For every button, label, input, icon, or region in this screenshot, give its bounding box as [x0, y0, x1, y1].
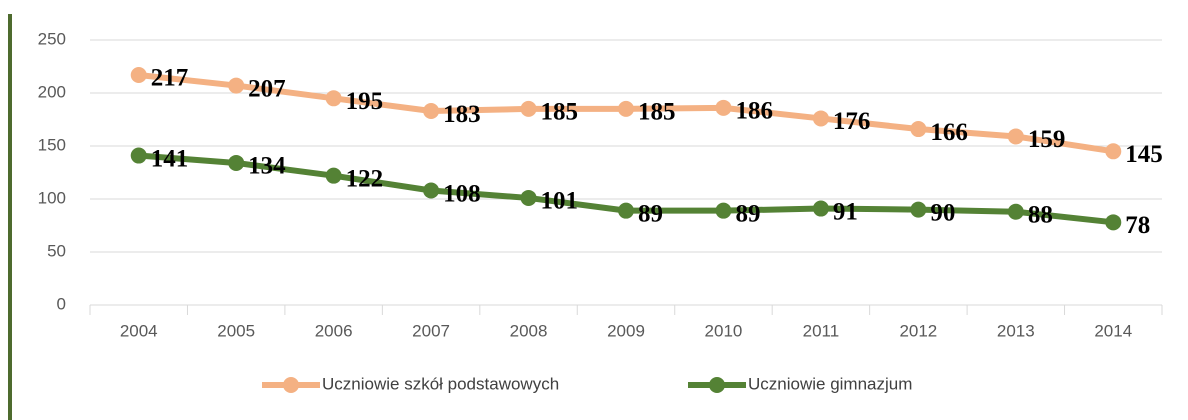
point — [1007, 128, 1024, 145]
point — [325, 167, 342, 184]
x-tick-label: 2013 — [997, 321, 1035, 340]
data-label: 185 — [541, 99, 579, 126]
data-label: 90 — [930, 199, 955, 226]
data-label: 185 — [638, 99, 676, 126]
point — [910, 121, 927, 138]
x-tick-label: 2011 — [803, 321, 840, 340]
point — [1105, 214, 1122, 231]
data-label: 88 — [1028, 201, 1053, 228]
data-label: 145 — [1125, 141, 1163, 168]
point — [325, 90, 342, 107]
point — [1105, 143, 1122, 160]
x-tick-label: 2010 — [705, 321, 743, 340]
data-label: 91 — [833, 198, 858, 225]
data-label: 186 — [735, 98, 773, 125]
point — [520, 100, 537, 117]
data-label: 159 — [1028, 126, 1066, 153]
data-label: 101 — [541, 188, 579, 215]
y-tick-label: 200 — [38, 82, 66, 101]
x-tick-label: 2012 — [899, 321, 937, 340]
point — [1007, 203, 1024, 220]
y-tick-label: 150 — [38, 135, 66, 154]
data-label: 122 — [346, 165, 384, 192]
y-tick-label: 50 — [47, 241, 66, 260]
point — [130, 66, 147, 83]
data-label: 89 — [638, 200, 663, 227]
data-label: 134 — [248, 153, 286, 180]
legend-marker — [283, 377, 299, 393]
point — [423, 103, 440, 120]
data-label: 108 — [443, 180, 481, 207]
x-tick-label: 2006 — [315, 321, 353, 340]
point — [812, 200, 829, 217]
point — [715, 202, 732, 219]
y-tick-label: 100 — [38, 188, 66, 207]
side-bar — [8, 14, 12, 420]
y-tick-label: 0 — [57, 294, 66, 313]
y-tick-label: 250 — [38, 29, 66, 48]
data-label: 89 — [735, 200, 760, 227]
point — [228, 154, 245, 171]
x-tick-label: 2007 — [412, 321, 450, 340]
x-tick-label: 2014 — [1094, 321, 1132, 340]
point — [618, 100, 634, 117]
point — [618, 202, 634, 219]
x-tick-label: 2004 — [120, 321, 158, 340]
data-label: 78 — [1125, 212, 1150, 239]
point — [812, 110, 829, 127]
point — [228, 77, 245, 94]
x-tick-label: 2008 — [510, 321, 548, 340]
point — [423, 182, 440, 199]
x-tick-label: 2005 — [217, 321, 255, 340]
x-tick-label: 2009 — [607, 321, 645, 340]
point — [520, 189, 537, 206]
data-label: 141 — [151, 145, 189, 172]
point — [715, 99, 732, 116]
point — [130, 147, 147, 164]
point — [910, 201, 927, 218]
data-label: 166 — [930, 119, 968, 146]
data-label: 183 — [443, 101, 481, 128]
legend-marker — [709, 377, 725, 393]
legend-label: Uczniowie szkół podstawowych — [322, 374, 559, 393]
data-label: 217 — [151, 65, 189, 92]
data-label: 195 — [346, 88, 384, 115]
legend-label: Uczniowie gimnazjum — [748, 374, 912, 393]
data-label: 207 — [248, 75, 286, 102]
data-label: 176 — [833, 108, 871, 135]
